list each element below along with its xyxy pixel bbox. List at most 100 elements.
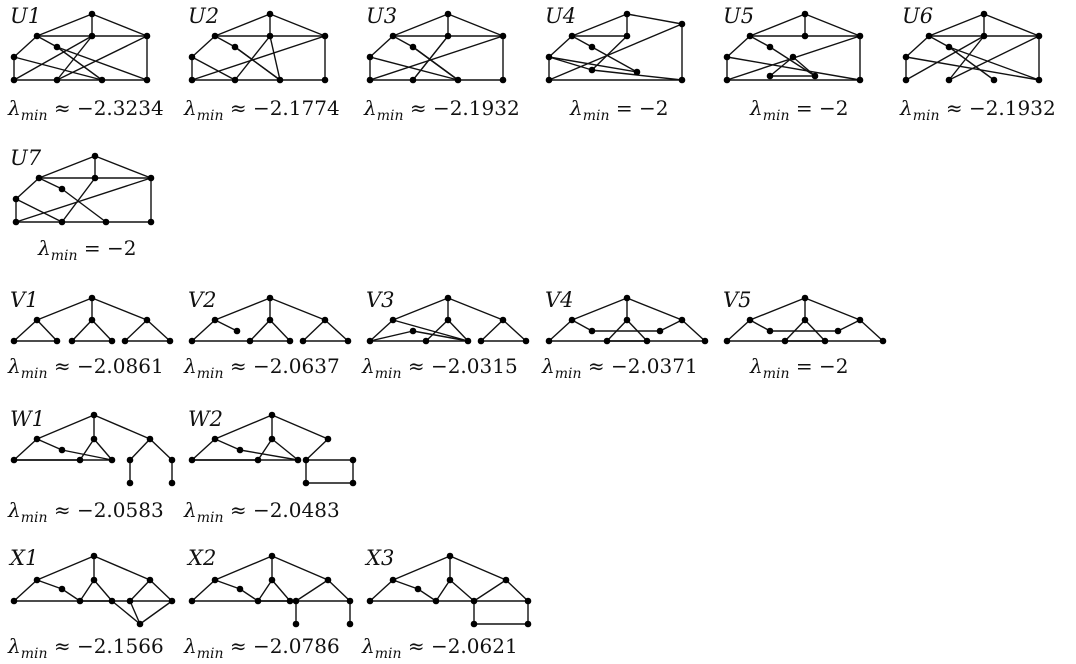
graph-drawing bbox=[902, 10, 1043, 84]
graph-vertex bbox=[33, 576, 41, 584]
graph-vertex bbox=[821, 337, 829, 345]
relation-symbol: ≈ bbox=[47, 498, 77, 522]
relation-symbol: ≈ bbox=[401, 634, 431, 658]
graph-vertex bbox=[389, 32, 397, 40]
graph-edge bbox=[257, 438, 273, 461]
graph-vertex bbox=[678, 316, 686, 324]
graph-vertex bbox=[414, 585, 422, 593]
relation-symbol: ≈ bbox=[401, 354, 431, 378]
graph-vertex bbox=[58, 585, 66, 593]
graph-edge bbox=[804, 13, 861, 37]
graph-edge bbox=[859, 319, 884, 342]
graph-vertex bbox=[723, 337, 731, 345]
graph-vertex bbox=[321, 32, 329, 40]
graph-edge bbox=[749, 35, 771, 48]
lambda-min-label: λmin = −2 bbox=[570, 96, 668, 123]
lambda-symbol: λ bbox=[184, 498, 197, 522]
graph-vertex bbox=[409, 76, 417, 84]
graph-vertex bbox=[499, 32, 507, 40]
graph-vertex bbox=[746, 32, 754, 40]
graph-vertex bbox=[268, 576, 276, 584]
graph-vertex bbox=[12, 195, 20, 203]
lambda-min-value: −2.0483 bbox=[252, 498, 340, 522]
graph-drawing bbox=[188, 294, 352, 345]
graph-edge bbox=[257, 579, 273, 602]
lambda-min-value: −2.1774 bbox=[252, 96, 340, 120]
graph-vertex bbox=[266, 32, 274, 40]
graph-edge bbox=[502, 319, 527, 342]
lambda-min-value: −2.3234 bbox=[76, 96, 164, 120]
relation-symbol: ≈ bbox=[223, 498, 253, 522]
lambda-min-value: −2 bbox=[818, 96, 849, 120]
relation-symbol: ≈ bbox=[223, 354, 253, 378]
graph-name: W2 bbox=[188, 407, 223, 431]
graph-vertex bbox=[188, 456, 196, 464]
lambda-min-label: λmin ≈ −2.0621 bbox=[362, 634, 518, 661]
graph-vertex bbox=[302, 456, 310, 464]
graph-vertex bbox=[108, 456, 116, 464]
graph-edge bbox=[91, 319, 113, 342]
graph-edge bbox=[548, 56, 593, 71]
graph-edge bbox=[36, 414, 95, 440]
graph-edge bbox=[269, 319, 291, 342]
graph-edge bbox=[681, 319, 706, 342]
graph-vertex bbox=[321, 316, 329, 324]
graph-edge bbox=[749, 297, 806, 321]
graph-vertex bbox=[623, 316, 631, 324]
graph-vertex bbox=[477, 337, 485, 345]
graph-vertex bbox=[121, 337, 129, 345]
graph-drawing bbox=[545, 10, 686, 84]
lambda-symbol: λ bbox=[184, 634, 197, 658]
graph-name: V2 bbox=[188, 288, 217, 312]
graph-vertex bbox=[68, 337, 76, 345]
graph-edge bbox=[928, 35, 950, 48]
graph-edge bbox=[36, 35, 58, 48]
graph-vertex bbox=[678, 20, 686, 28]
lambda-subscript: min bbox=[196, 510, 224, 526]
graph-vertex bbox=[88, 294, 96, 302]
graph-name: U7 bbox=[10, 146, 42, 170]
graph-vertex bbox=[236, 446, 244, 454]
graph-vertex bbox=[701, 337, 709, 345]
lambda-min-label: λmin ≈ −2.3234 bbox=[8, 96, 164, 123]
lambda-symbol: λ bbox=[542, 354, 555, 378]
graph-vertex bbox=[302, 479, 310, 487]
graph-vertex bbox=[147, 218, 155, 226]
graph-name: X2 bbox=[188, 546, 217, 570]
graph-vertex bbox=[266, 10, 274, 18]
graph-edge bbox=[13, 579, 38, 602]
graph-vertex bbox=[33, 435, 41, 443]
graph-edge bbox=[726, 319, 751, 342]
graph-drawing bbox=[723, 294, 887, 345]
relation-symbol: ≈ bbox=[223, 634, 253, 658]
relation-symbol: ≈ bbox=[581, 354, 611, 378]
lambda-min-label: λmin ≈ −2.0483 bbox=[184, 498, 340, 525]
graph-vertex bbox=[346, 620, 354, 628]
graph-edge bbox=[659, 319, 683, 332]
graph-edge bbox=[392, 319, 469, 342]
lambda-min-value: −2.0637 bbox=[252, 354, 340, 378]
graph-name: U4 bbox=[545, 4, 577, 28]
lambda-min-label: λmin ≈ −2.1774 bbox=[184, 96, 340, 123]
graph-edge bbox=[749, 319, 771, 332]
graph-edge bbox=[983, 13, 1040, 37]
graph-vertex bbox=[10, 456, 18, 464]
relation-symbol: ≈ bbox=[223, 96, 253, 120]
graph-vertex bbox=[656, 327, 664, 335]
graph-edge bbox=[36, 297, 93, 321]
graph-drawing bbox=[10, 10, 151, 84]
graph-vertex bbox=[781, 337, 789, 345]
graph-vertex bbox=[801, 32, 809, 40]
graph-edge bbox=[129, 600, 141, 625]
relation-symbol: = bbox=[609, 96, 639, 120]
graph-vertex bbox=[231, 76, 239, 84]
graph-edge bbox=[214, 579, 241, 590]
graph-vertex bbox=[211, 576, 219, 584]
graph-vertex bbox=[268, 411, 276, 419]
lambda-min-value: −2.0315 bbox=[430, 354, 518, 378]
graph-edge bbox=[369, 35, 504, 81]
graph-edge bbox=[61, 188, 107, 223]
graph-edge bbox=[327, 579, 351, 602]
graph-vertex bbox=[188, 597, 196, 605]
graph-edge bbox=[392, 579, 419, 590]
